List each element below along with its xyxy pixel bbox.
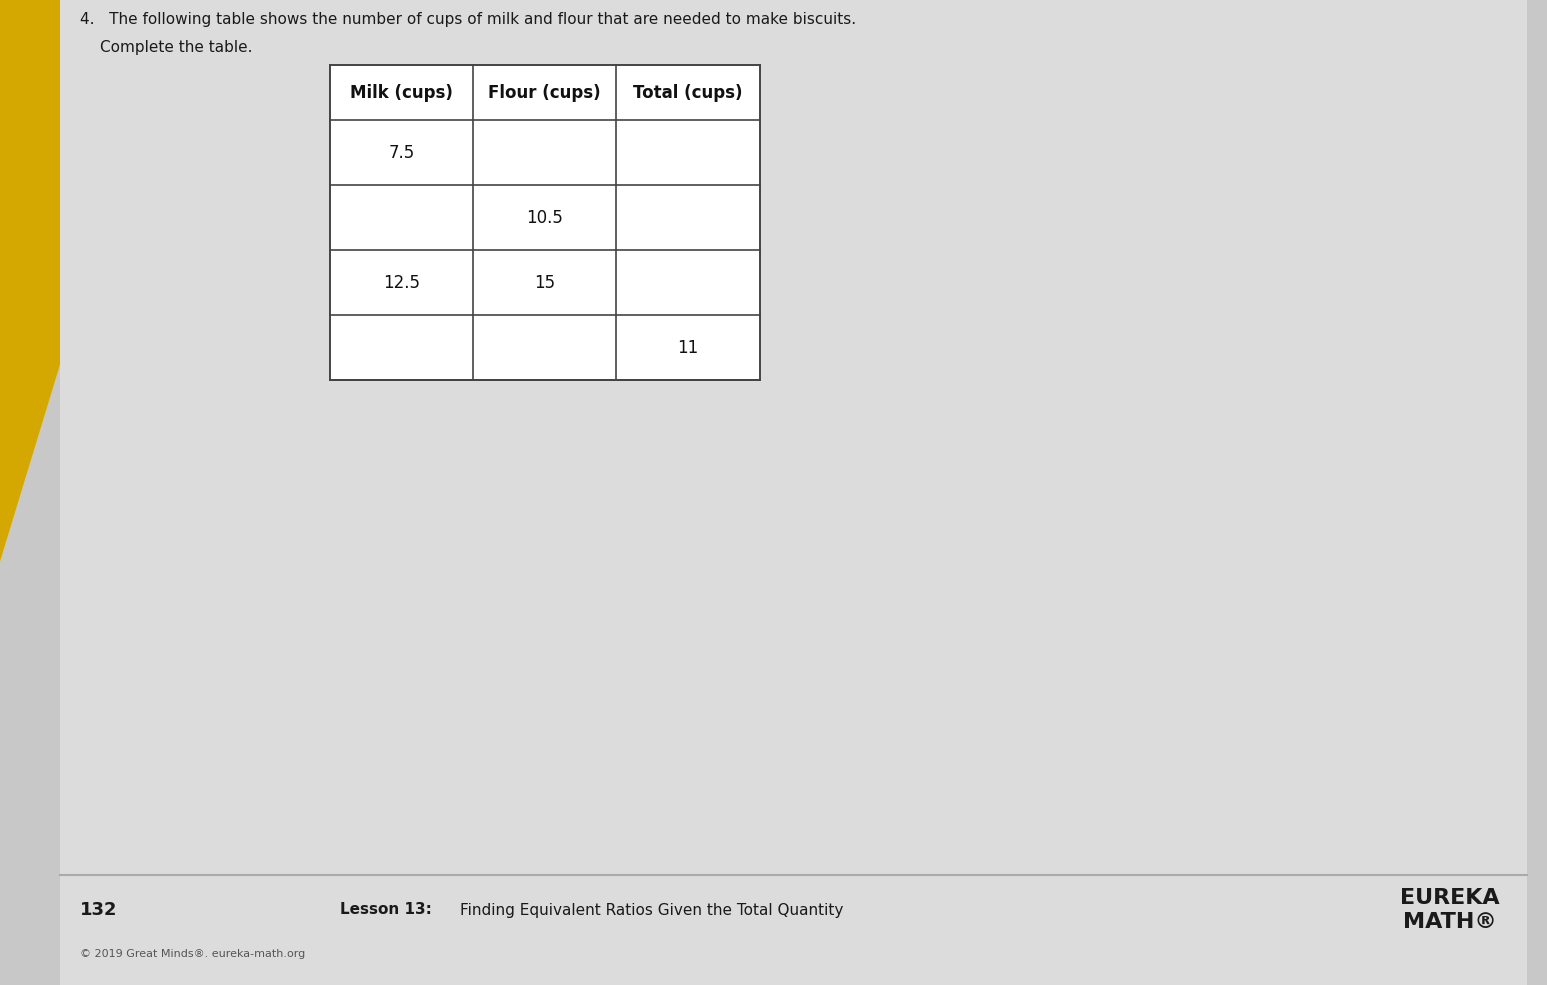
Text: Milk (cups): Milk (cups) <box>350 84 453 101</box>
Text: Lesson 13:: Lesson 13: <box>340 902 432 917</box>
Polygon shape <box>0 0 60 561</box>
Text: 7.5: 7.5 <box>388 144 415 162</box>
Text: EUREKA: EUREKA <box>1400 888 1499 908</box>
Text: Complete the table.: Complete the table. <box>101 40 252 55</box>
Text: 10.5: 10.5 <box>526 209 563 227</box>
Text: 4.   The following table shows the number of cups of milk and flour that are nee: 4. The following table shows the number … <box>80 12 855 27</box>
Text: Flour (cups): Flour (cups) <box>489 84 602 101</box>
Text: Total (cups): Total (cups) <box>633 84 743 101</box>
Text: Finding Equivalent Ratios Given the Total Quantity: Finding Equivalent Ratios Given the Tota… <box>459 902 843 917</box>
Text: 11: 11 <box>678 339 699 357</box>
Text: 12.5: 12.5 <box>384 274 421 292</box>
Text: © 2019 Great Minds®. eureka-math.org: © 2019 Great Minds®. eureka-math.org <box>80 950 305 959</box>
Bar <box>330 65 760 380</box>
Text: MATH®: MATH® <box>1403 912 1497 932</box>
Text: 132: 132 <box>80 901 118 919</box>
Text: 15: 15 <box>534 274 555 292</box>
